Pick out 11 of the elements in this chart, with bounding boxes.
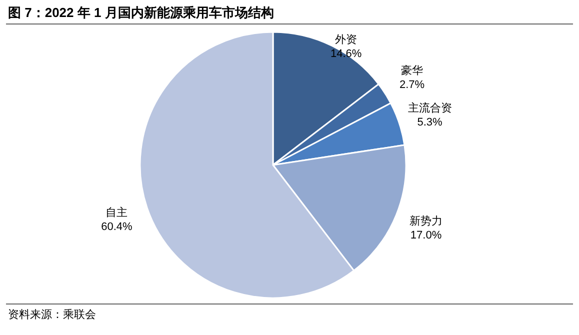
slice-label: 新势力 [410, 214, 443, 228]
data-label: 5.3% [417, 116, 443, 129]
data-label: 60.4% [101, 220, 133, 233]
slice-label: 自主 [106, 206, 128, 219]
data-label: 17.0% [410, 230, 442, 242]
slice-label: 豪华 [401, 64, 424, 78]
slice-label: 主流合资 [408, 102, 452, 115]
data-label: 2.7% [399, 79, 425, 92]
text: 资料来源：乘联会 [8, 308, 96, 321]
slice-label: 外资 [335, 34, 358, 46]
chart-title: 图 7：2022 年 1 月国内新能源乘用车市场结构 [8, 5, 274, 20]
